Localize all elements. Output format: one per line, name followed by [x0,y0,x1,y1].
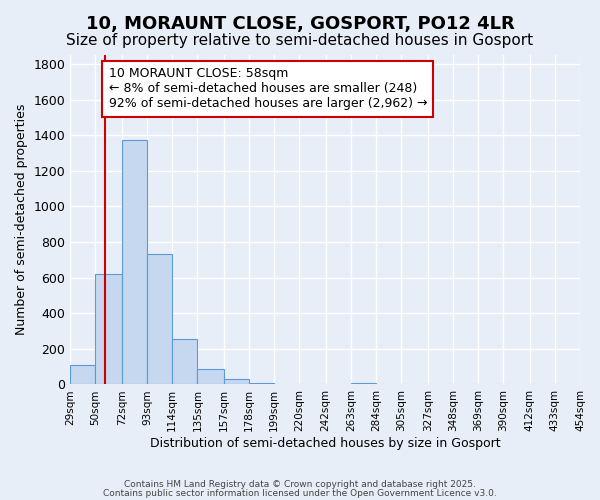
Bar [70,365,95,384]
Bar [172,339,197,384]
Text: 10, MORAUNT CLOSE, GOSPORT, PO12 4LR: 10, MORAUNT CLOSE, GOSPORT, PO12 4LR [86,15,514,33]
Text: 10 MORAUNT CLOSE: 58sqm
← 8% of semi-detached houses are smaller (248)
92% of se: 10 MORAUNT CLOSE: 58sqm ← 8% of semi-det… [109,68,427,110]
Bar [95,274,122,384]
Bar [197,370,224,384]
Bar [147,254,172,384]
Text: Contains HM Land Registry data © Crown copyright and database right 2025.: Contains HM Land Registry data © Crown c… [124,480,476,489]
Bar [122,140,147,384]
Bar [224,379,249,384]
Text: Size of property relative to semi-detached houses in Gosport: Size of property relative to semi-detach… [67,32,533,48]
Bar [249,382,274,384]
X-axis label: Distribution of semi-detached houses by size in Gosport: Distribution of semi-detached houses by … [150,437,500,450]
Y-axis label: Number of semi-detached properties: Number of semi-detached properties [15,104,28,336]
Bar [351,382,376,384]
Text: Contains public sector information licensed under the Open Government Licence v3: Contains public sector information licen… [103,488,497,498]
